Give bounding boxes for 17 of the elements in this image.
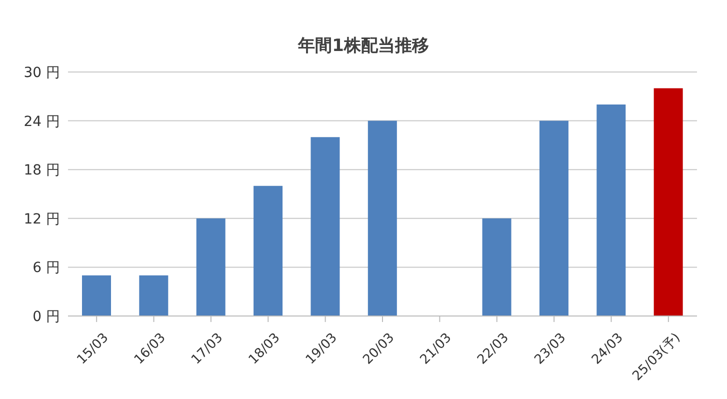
y-tick-label: 6 円	[32, 260, 60, 276]
y-tick-label: 18 円	[24, 162, 60, 179]
bar	[196, 218, 226, 316]
y-tick-label: 0 円	[32, 308, 60, 325]
bar	[310, 137, 340, 316]
y-tick-label: 30 円	[24, 64, 60, 81]
y-tick-label: 24 円	[24, 114, 60, 130]
bar	[539, 120, 568, 316]
y-tick-label: 12 円	[24, 211, 60, 228]
bar	[654, 88, 683, 316]
bar	[82, 275, 111, 316]
bar	[368, 120, 397, 316]
chart-title: 年間1株配当推移	[296, 35, 430, 58]
bar	[254, 186, 283, 316]
bar	[596, 104, 626, 316]
bar	[139, 275, 168, 316]
bar	[482, 218, 512, 316]
